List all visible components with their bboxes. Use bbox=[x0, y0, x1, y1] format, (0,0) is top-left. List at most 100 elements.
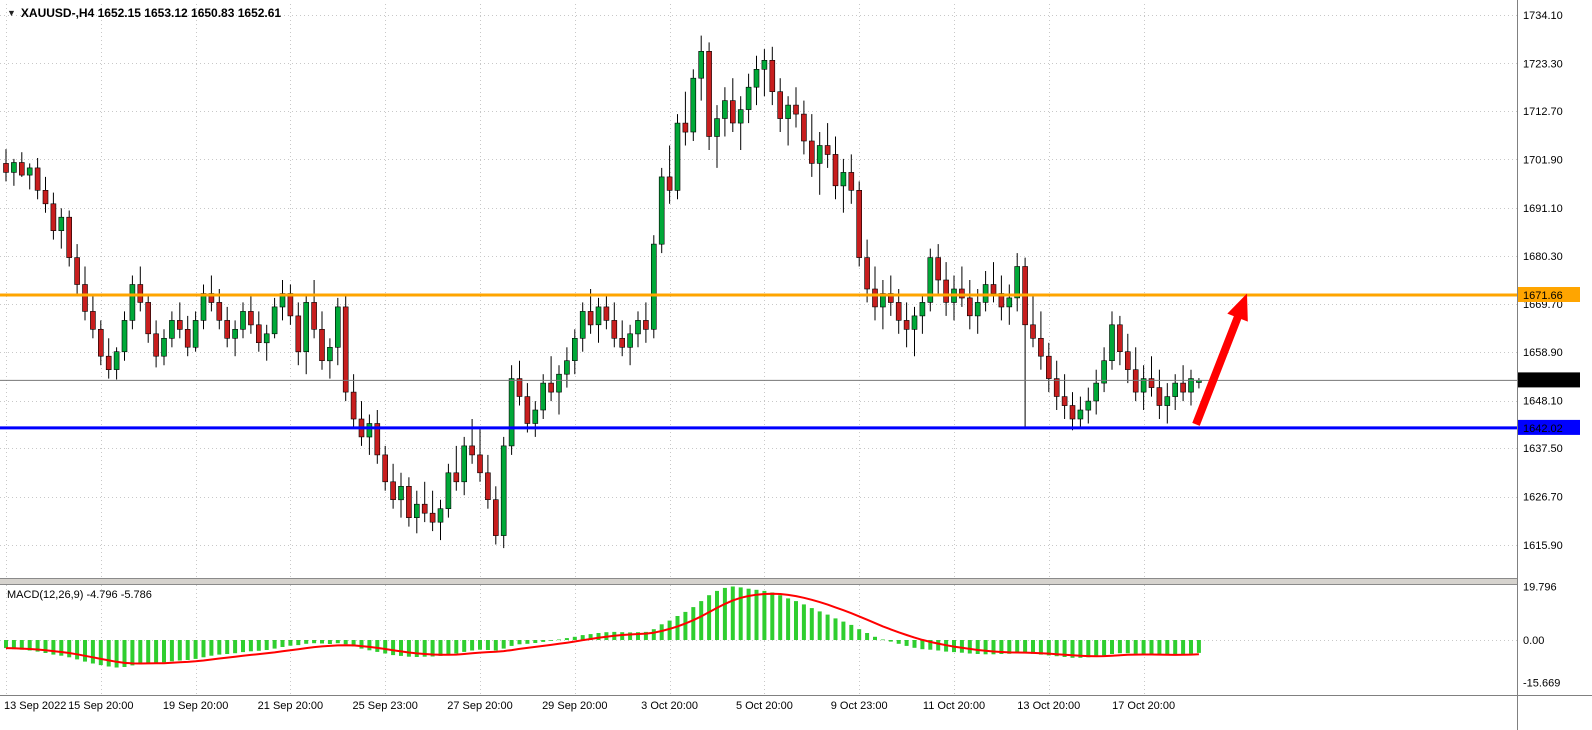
candle-bearish bbox=[808, 140, 815, 164]
macd-bar bbox=[564, 638, 569, 640]
macd-bar bbox=[185, 640, 190, 660]
candle-bullish bbox=[737, 109, 744, 124]
macd-bar bbox=[470, 640, 475, 651]
candle-bearish bbox=[105, 355, 112, 371]
candle-bullish bbox=[1006, 297, 1013, 308]
candle-bearish bbox=[50, 203, 57, 232]
candle-bullish bbox=[1109, 324, 1115, 361]
candle-bullish bbox=[564, 360, 570, 375]
macd-bar bbox=[557, 639, 561, 641]
candle-bearish bbox=[421, 503, 428, 514]
macd-bar bbox=[130, 640, 135, 666]
time-axis-label: 3 Oct 20:00 bbox=[641, 700, 698, 712]
candle-bearish bbox=[943, 279, 949, 303]
candle-bearish bbox=[848, 172, 855, 191]
annotation-arrow-head[interactable] bbox=[1227, 293, 1248, 322]
macd-bar bbox=[367, 640, 372, 651]
macd-bar bbox=[1133, 640, 1138, 654]
macd-bar bbox=[383, 640, 388, 654]
candle-bearish bbox=[1156, 387, 1163, 406]
macd-axis-label: 19.796 bbox=[1523, 582, 1557, 594]
candle-bearish bbox=[1030, 324, 1036, 339]
candle-bullish bbox=[840, 172, 847, 187]
candle-bullish bbox=[650, 243, 657, 330]
time-axis-label: 15 Sep 20:00 bbox=[68, 700, 133, 712]
macd-bar bbox=[454, 640, 459, 654]
macd-bar bbox=[580, 635, 585, 640]
macd-bar bbox=[264, 640, 269, 650]
candle-bearish bbox=[524, 396, 531, 424]
candle-bullish bbox=[303, 302, 310, 352]
macd-bar bbox=[414, 640, 419, 657]
macd-bar bbox=[485, 640, 490, 650]
macd-bar bbox=[446, 640, 451, 655]
candle-bearish bbox=[184, 328, 191, 348]
macd-bar bbox=[83, 640, 87, 662]
time-axis-label: 13 Sep 2022 bbox=[4, 700, 66, 712]
candle-bullish bbox=[635, 320, 641, 335]
candle-bearish bbox=[42, 190, 49, 205]
time-axis-label: 25 Sep 23:00 bbox=[352, 700, 417, 712]
candle-bearish bbox=[1061, 396, 1068, 406]
macd-bar bbox=[51, 640, 56, 655]
candle-bearish bbox=[903, 320, 910, 330]
candle-bearish bbox=[856, 190, 863, 258]
macd-axis-label: 0.00 bbox=[1523, 635, 1544, 647]
time-axis-label: 11 Oct 20:00 bbox=[923, 700, 985, 712]
pane-separator[interactable] bbox=[0, 578, 1592, 585]
candle-bullish bbox=[437, 508, 444, 523]
macd-bar bbox=[19, 640, 24, 650]
macd-histogram bbox=[4, 586, 1201, 668]
candle-bullish bbox=[911, 315, 918, 330]
macd-bar bbox=[146, 640, 151, 664]
candle-bullish bbox=[240, 311, 246, 330]
time-axis-label: 29 Sep 20:00 bbox=[542, 700, 607, 712]
macd-bar bbox=[1181, 640, 1186, 655]
macd-bar bbox=[588, 634, 593, 640]
candle-bullish bbox=[982, 284, 989, 303]
candle-bearish bbox=[382, 454, 389, 483]
macd-bar bbox=[67, 640, 72, 658]
candle-bullish bbox=[11, 162, 17, 173]
candle-bearish bbox=[255, 324, 262, 343]
macd-bar bbox=[1149, 640, 1154, 655]
candle-bearish bbox=[453, 472, 460, 483]
macd-bar bbox=[762, 590, 767, 640]
macd-bar bbox=[730, 586, 735, 640]
candle-bearish bbox=[390, 481, 396, 500]
macd-bar bbox=[327, 640, 332, 644]
macd-bar bbox=[296, 640, 301, 646]
macd-bar bbox=[888, 640, 893, 642]
price-axis-background bbox=[1518, 0, 1592, 730]
candle-bearish bbox=[1148, 378, 1155, 388]
macd-bar bbox=[462, 640, 467, 652]
resistance-price-tag bbox=[1518, 287, 1580, 302]
macd-bar bbox=[248, 640, 253, 652]
macd-bar bbox=[280, 640, 285, 647]
bid-price-tag-label: 1652.61 bbox=[1523, 375, 1563, 387]
candle-bullish bbox=[113, 351, 120, 370]
candle-bullish bbox=[129, 284, 136, 321]
macd-bar bbox=[801, 604, 806, 640]
candle-bearish bbox=[469, 445, 475, 456]
macd-bar bbox=[833, 618, 838, 640]
macd-bar bbox=[707, 595, 712, 640]
macd-bar bbox=[509, 640, 514, 646]
macd-bar bbox=[201, 640, 206, 658]
annotation-arrow-shaft[interactable] bbox=[1192, 310, 1244, 426]
macd-bar bbox=[1015, 640, 1020, 653]
macd-bar bbox=[675, 616, 680, 640]
price-axis-label: 1615.90 bbox=[1523, 540, 1563, 552]
candle-bullish bbox=[192, 320, 199, 348]
price-axis-label: 1626.70 bbox=[1523, 492, 1563, 504]
macd-bar bbox=[335, 640, 340, 644]
macd-bar bbox=[304, 640, 309, 644]
candle-bullish bbox=[1077, 409, 1084, 420]
macd-bar bbox=[1038, 640, 1043, 655]
candle-bearish bbox=[224, 320, 230, 339]
macd-bar bbox=[75, 640, 80, 660]
candle-bearish bbox=[872, 288, 878, 308]
price-axis-label: 1680.30 bbox=[1523, 251, 1563, 263]
